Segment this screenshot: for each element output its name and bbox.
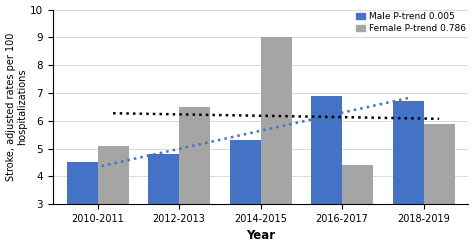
X-axis label: Year: Year	[246, 229, 275, 243]
Bar	[179, 107, 210, 248]
Bar	[148, 154, 179, 248]
Bar	[392, 101, 424, 248]
Bar	[98, 146, 128, 248]
Legend: Male P-trend 0.005, Female P-trend 0.786: Male P-trend 0.005, Female P-trend 0.786	[356, 12, 466, 33]
Bar	[229, 140, 261, 248]
Bar	[342, 165, 373, 248]
Bar	[67, 162, 98, 248]
Y-axis label: Stroke, adjusted rates per 100
hospitalizations: Stroke, adjusted rates per 100 hospitali…	[6, 33, 27, 181]
Bar	[311, 96, 342, 248]
Bar	[261, 37, 292, 248]
Bar	[424, 124, 455, 248]
